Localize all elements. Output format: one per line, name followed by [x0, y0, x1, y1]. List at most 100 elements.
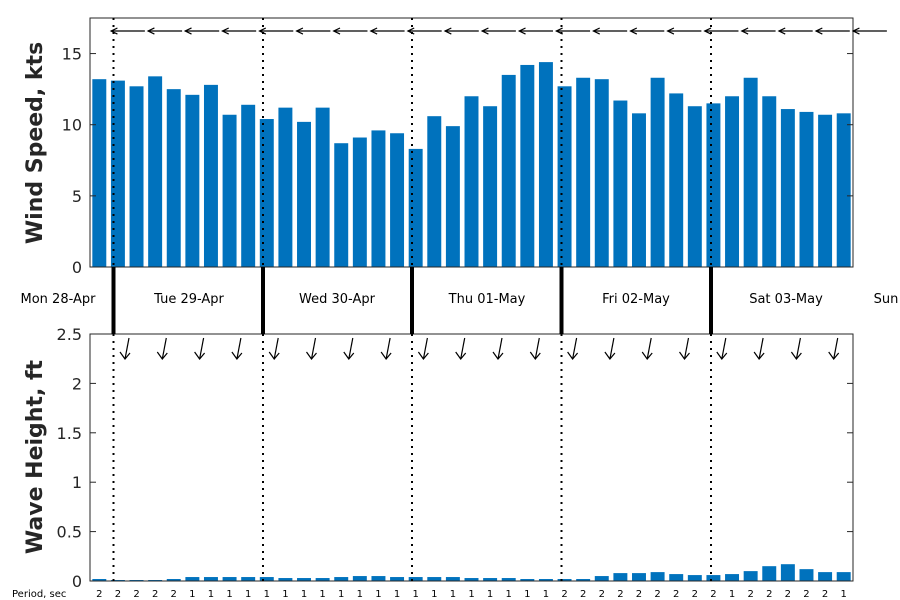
- wave-bar: [687, 575, 702, 581]
- arrow-head: [716, 351, 728, 360]
- arrow-shaft: [646, 337, 652, 360]
- period-value: 2: [152, 589, 158, 600]
- wave-bar: [92, 579, 107, 581]
- day-label: Mon 28-Apr: [21, 292, 97, 307]
- wave-bar: [185, 577, 200, 581]
- period-value: 2: [171, 589, 177, 600]
- wave-bar: [278, 578, 293, 581]
- wind-bar: [706, 103, 721, 268]
- wave-bar: [762, 566, 777, 581]
- wind-ytick-label: 5: [72, 187, 82, 206]
- wave-bar: [706, 575, 721, 581]
- wind-bar: [259, 119, 274, 268]
- wave-bar: [203, 577, 218, 581]
- arrow-head: [740, 27, 749, 35]
- period-value: 1: [264, 589, 270, 600]
- arrow-head: [258, 27, 267, 35]
- period-row-label: Period, sec: [12, 589, 66, 600]
- wind-direction-arrow-icon: [666, 27, 702, 35]
- wave-direction-arrow-icon: [567, 337, 579, 360]
- wave-bar: [557, 579, 572, 581]
- wave-ytick-label: 0: [72, 572, 82, 591]
- wave-bar: [780, 564, 795, 581]
- wind-bar: [818, 114, 833, 267]
- period-value: 1: [375, 589, 381, 600]
- wave-direction-arrow-icon: [790, 337, 802, 360]
- wind-bar: [166, 89, 181, 267]
- wind-axes-frame: [89, 17, 854, 268]
- arrow-head: [492, 351, 504, 360]
- wind-direction-arrow-icon: [295, 27, 331, 35]
- wave-direction-arrow-icon: [380, 337, 392, 360]
- wave-direction-arrow-icon: [716, 337, 728, 360]
- wind-bar: [315, 107, 330, 267]
- period-value: 2: [96, 589, 102, 600]
- wind-direction-arrow-icon: [480, 27, 516, 35]
- arrow-head: [369, 27, 378, 35]
- wave-direction-arrow-icon: [268, 337, 280, 360]
- period-value: 1: [189, 589, 195, 600]
- wave-bar: [297, 578, 311, 581]
- wind-bar: [594, 79, 609, 268]
- wind-bar: [650, 77, 665, 267]
- period-value: 1: [468, 589, 474, 600]
- wave-direction-arrow-icon: [306, 337, 317, 360]
- wave-bar: [632, 573, 646, 581]
- arrow-shaft: [385, 337, 391, 360]
- wind-speed-axis-label: Wind Speed, kts: [23, 42, 48, 244]
- wind-bar: [222, 114, 237, 267]
- wave-bar: [483, 578, 498, 581]
- wind-bar: [836, 113, 851, 267]
- wind-direction-arrow-icon: [332, 27, 368, 35]
- period-value: 2: [133, 589, 139, 600]
- arrow-head: [443, 27, 452, 35]
- period-value: 2: [599, 589, 605, 600]
- period-value: 2: [561, 589, 567, 600]
- wave-ytick-label: 2.5: [57, 325, 82, 344]
- day-label-band: Mon 28-Apr Tue 29-Apr Wed 30-Apr Thu 01-May…: [21, 267, 898, 600]
- arrow-head: [753, 351, 765, 360]
- wave-direction-arrow-icon: [529, 337, 541, 360]
- wave-bar: [427, 577, 442, 581]
- wind-ytick-label: 10: [62, 116, 82, 135]
- wave-bar: [315, 578, 330, 581]
- arrow-head: [592, 27, 600, 35]
- period-value: 2: [617, 589, 623, 600]
- wave-direction-arrow-icon: [119, 337, 131, 360]
- wind-direction-arrow-icon: [592, 27, 628, 35]
- arrow-shaft: [124, 337, 130, 360]
- wave-bar: [669, 574, 684, 581]
- arrow-head: [380, 351, 392, 360]
- wave-axes-frame: [89, 333, 854, 582]
- wave-bar: [725, 574, 740, 581]
- wind-bar: [129, 86, 144, 267]
- wave-height-axis-label: Wave Height, ft: [23, 359, 48, 554]
- period-value: 2: [803, 589, 809, 600]
- wave-direction-arrow-icon: [156, 337, 168, 360]
- arrow-shaft: [348, 337, 354, 360]
- arrow-head: [406, 27, 415, 35]
- period-value: 1: [301, 589, 307, 600]
- arrow-shaft: [609, 337, 615, 360]
- wind-direction-arrow-icon: [740, 27, 776, 35]
- wave-bar: [520, 579, 535, 581]
- wave-bar: [464, 578, 479, 581]
- wind-direction-arrow-icon: [777, 27, 813, 35]
- wave-bar: [613, 573, 628, 581]
- wind-ytick-label: 15: [62, 45, 82, 64]
- period-value: 1: [357, 589, 363, 600]
- wave-direction-arrow-icon: [455, 337, 467, 360]
- wave-bar: [743, 571, 758, 581]
- wave-ytick-label: 0.5: [57, 523, 82, 542]
- wind-bar: [538, 62, 553, 267]
- day-label: Sat 03-May: [749, 292, 823, 307]
- arrow-head: [828, 351, 840, 360]
- wind-bar: [427, 116, 442, 268]
- wind-bar: [576, 77, 591, 267]
- wind-direction-arrow-icon: [703, 27, 739, 35]
- period-value: 1: [208, 589, 214, 600]
- arrow-head: [529, 351, 541, 360]
- arrow-head: [194, 351, 206, 360]
- day-label: Wed 30-Apr: [299, 292, 376, 307]
